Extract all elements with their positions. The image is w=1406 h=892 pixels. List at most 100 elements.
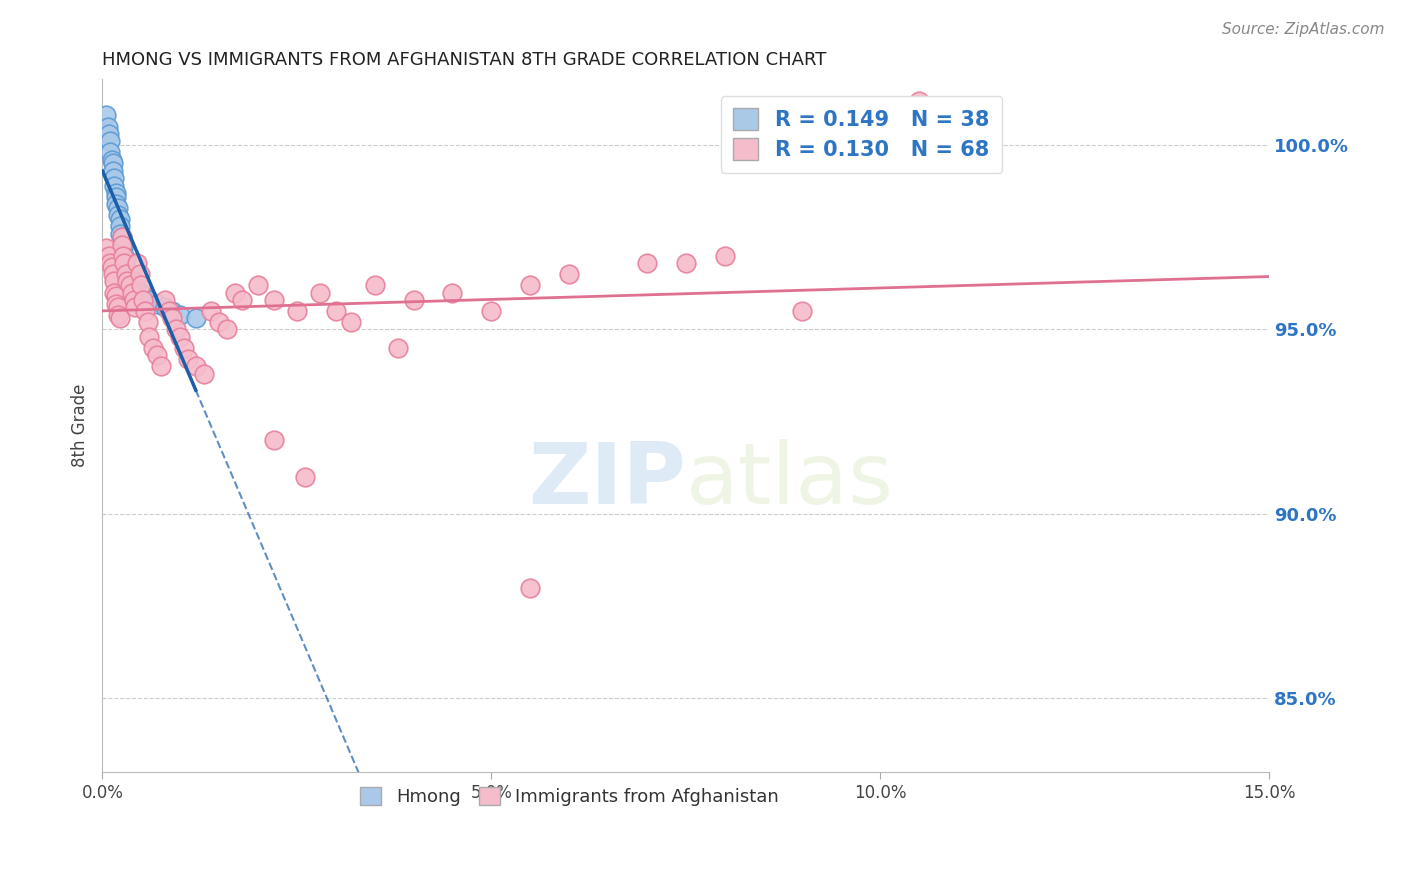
Point <box>138 330 160 344</box>
Point <box>200 304 222 318</box>
Point <box>124 300 146 314</box>
Point <box>121 270 143 285</box>
Point <box>107 201 129 215</box>
Point <box>132 293 155 307</box>
Point <box>246 278 269 293</box>
Point <box>363 278 385 293</box>
Point <box>713 249 735 263</box>
Point <box>224 285 246 300</box>
Point <box>138 293 160 307</box>
Point <box>184 311 207 326</box>
Point <box>118 267 141 281</box>
Point <box>127 256 149 270</box>
Point <box>263 433 285 447</box>
Point <box>108 211 131 226</box>
Text: HMONG VS IMMIGRANTS FROM AFGHANISTAN 8TH GRADE CORRELATION CHART: HMONG VS IMMIGRANTS FROM AFGHANISTAN 8TH… <box>103 51 827 69</box>
Point <box>104 289 127 303</box>
Point <box>111 237 134 252</box>
Point <box>131 285 153 300</box>
Point <box>146 296 169 310</box>
Point <box>122 275 145 289</box>
Point <box>134 289 156 303</box>
Text: Source: ZipAtlas.com: Source: ZipAtlas.com <box>1222 22 1385 37</box>
Point <box>519 278 541 293</box>
Point <box>675 256 697 270</box>
Point <box>121 285 143 300</box>
Point <box>153 293 176 307</box>
Point <box>908 94 931 108</box>
Point <box>208 315 231 329</box>
Point <box>98 256 121 270</box>
Point <box>165 322 187 336</box>
Point <box>263 293 285 307</box>
Point <box>149 359 172 374</box>
Point <box>325 304 347 318</box>
Point <box>340 315 363 329</box>
Point <box>792 304 814 318</box>
Point <box>112 249 135 263</box>
Point <box>108 311 131 326</box>
Text: atlas: atlas <box>686 439 894 523</box>
Point <box>105 296 128 310</box>
Point <box>153 300 176 314</box>
Point <box>231 293 253 307</box>
Point <box>215 322 238 336</box>
Y-axis label: 8th Grade: 8th Grade <box>72 384 89 467</box>
Point <box>111 237 134 252</box>
Point <box>96 241 118 255</box>
Point <box>294 470 316 484</box>
Point <box>387 341 409 355</box>
Point <box>105 197 128 211</box>
Point <box>479 304 502 318</box>
Point <box>100 153 122 167</box>
Point <box>169 308 191 322</box>
Point <box>177 351 200 366</box>
Point <box>558 267 581 281</box>
Point <box>169 330 191 344</box>
Point <box>103 285 125 300</box>
Point <box>184 359 207 374</box>
Point <box>98 134 121 148</box>
Point <box>97 249 120 263</box>
Point <box>104 186 127 200</box>
Point <box>98 145 121 160</box>
Point <box>103 163 125 178</box>
Point <box>97 120 120 134</box>
Point <box>110 227 132 241</box>
Point <box>118 278 141 293</box>
Point <box>285 304 308 318</box>
Point <box>107 300 129 314</box>
Point <box>193 367 215 381</box>
Point <box>117 275 139 289</box>
Point <box>131 278 153 293</box>
Point <box>108 219 131 234</box>
Point <box>124 278 146 293</box>
Point <box>97 127 120 141</box>
Point <box>103 178 125 193</box>
Point <box>134 304 156 318</box>
Point <box>519 581 541 595</box>
Point <box>142 341 165 355</box>
Point <box>101 267 124 281</box>
Point <box>112 256 135 270</box>
Point <box>173 341 195 355</box>
Point <box>117 263 139 277</box>
Point <box>122 293 145 307</box>
Point <box>96 108 118 122</box>
Point <box>105 189 128 203</box>
Point <box>114 260 136 274</box>
Point <box>114 252 136 267</box>
Point <box>107 308 129 322</box>
Point <box>146 348 169 362</box>
Point <box>309 285 332 300</box>
Point <box>100 260 122 274</box>
Point <box>114 267 136 281</box>
Point <box>441 285 464 300</box>
Text: ZIP: ZIP <box>527 439 686 523</box>
Point <box>127 282 149 296</box>
Point <box>101 156 124 170</box>
Point <box>103 171 125 186</box>
Point <box>112 249 135 263</box>
Legend: Hmong, Immigrants from Afghanistan: Hmong, Immigrants from Afghanistan <box>350 778 787 815</box>
Point <box>107 208 129 222</box>
